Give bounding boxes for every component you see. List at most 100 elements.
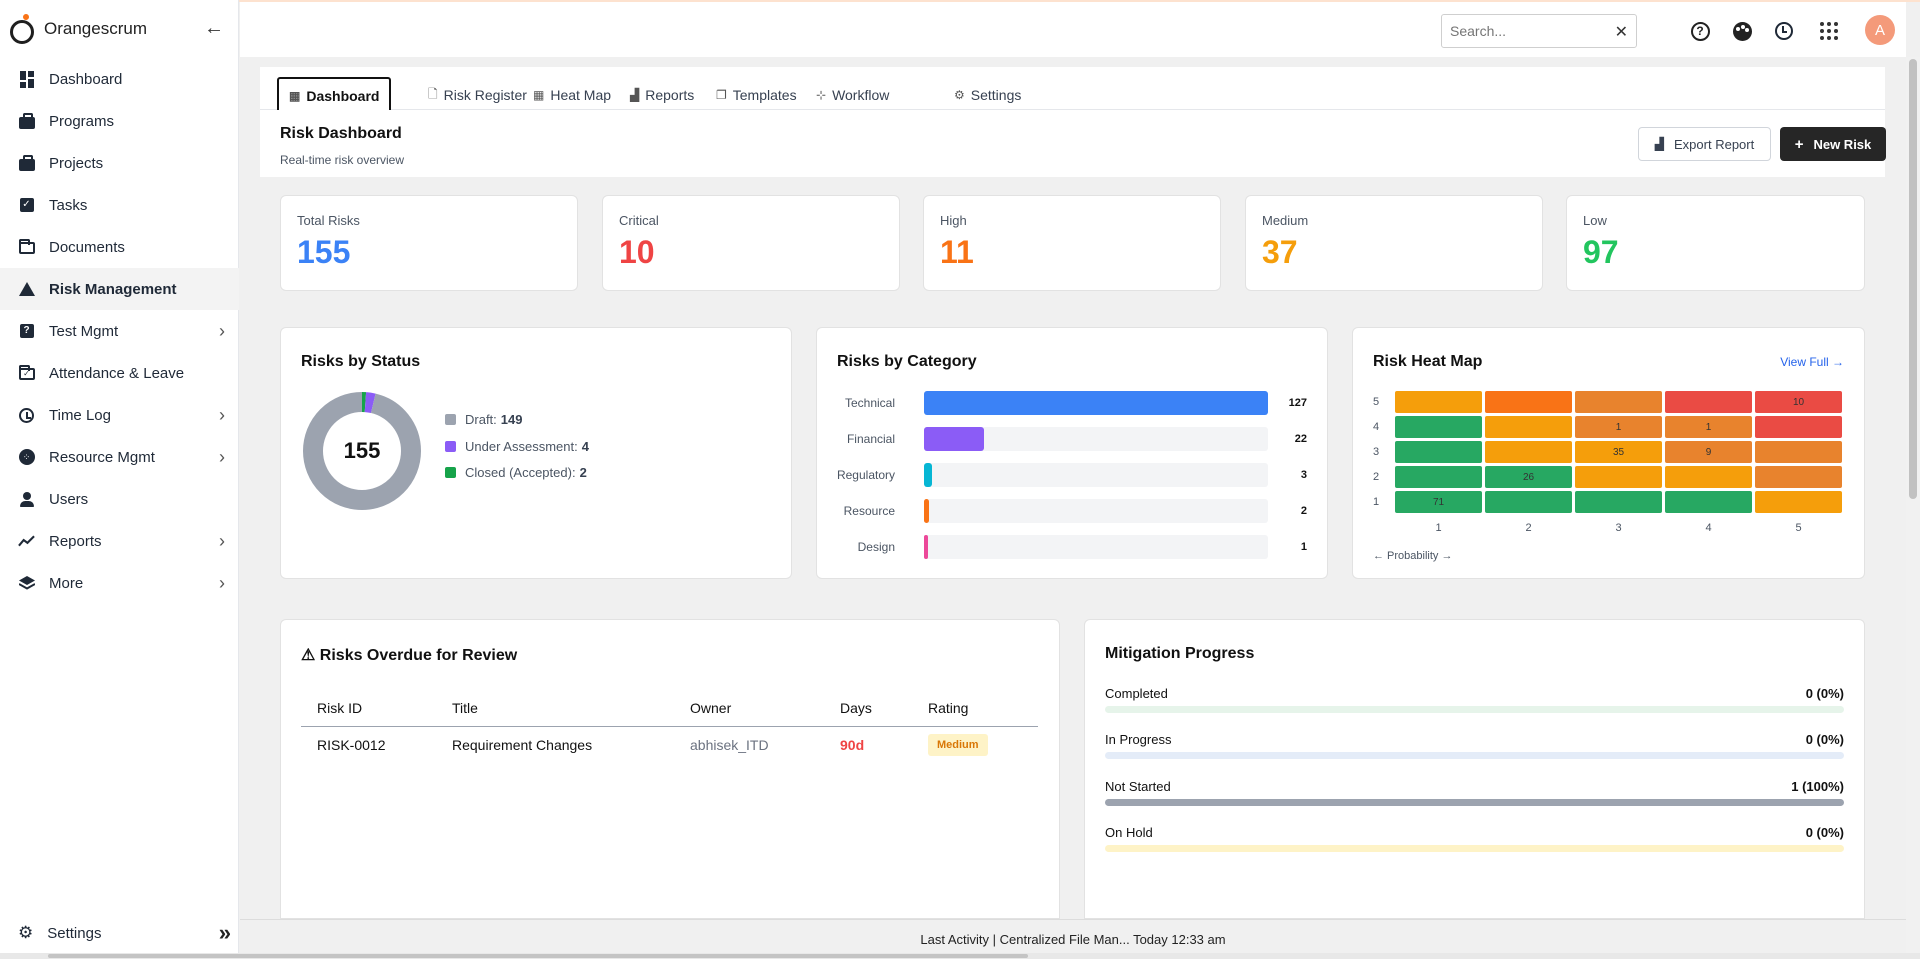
tab-reports[interactable]: ▟ Reports (620, 77, 704, 113)
new-risk-button[interactable]: + New Risk (1780, 127, 1886, 161)
heat-map-cell[interactable]: 1 (1575, 416, 1662, 438)
category-track (924, 463, 1268, 487)
sidebar-item-test-mgmt[interactable]: ? Test Mgmt › (0, 310, 239, 352)
heat-map-cell[interactable] (1755, 416, 1842, 438)
category-row: Design 1 (817, 535, 1317, 559)
heat-map-cell[interactable] (1395, 466, 1482, 488)
category-track (924, 391, 1268, 415)
sidebar-item-programs[interactable]: Programs (0, 100, 239, 142)
history-icon[interactable] (1773, 20, 1795, 42)
sidebar-item-users[interactable]: Users (0, 478, 239, 520)
stat-value: 10 (619, 234, 655, 270)
close-icon[interactable]: ✕ (1614, 24, 1628, 41)
stat-label: Low (1583, 213, 1607, 228)
sidebar-item-risk-management[interactable]: Risk Management (0, 268, 239, 310)
vertical-scrollbar[interactable] (1906, 57, 1920, 959)
view-full-link[interactable]: View Full → (1780, 355, 1844, 369)
stat-value: 97 (1583, 234, 1619, 270)
heat-map-cell[interactable] (1395, 416, 1482, 438)
sidebar-item-label: Time Log (49, 406, 111, 424)
category-row: Resource 2 (817, 499, 1317, 523)
heat-map-cell[interactable] (1665, 466, 1752, 488)
palette-icon[interactable] (1731, 20, 1753, 42)
export-report-button[interactable]: ▟ Export Report (1638, 127, 1771, 161)
avatar[interactable]: A (1865, 15, 1895, 45)
heat-map-cell[interactable] (1665, 491, 1752, 513)
heat-map-cell[interactable] (1575, 391, 1662, 413)
heat-map-row-label: 5 (1373, 396, 1380, 408)
heat-map-cell[interactable] (1485, 391, 1572, 413)
card-title: Risk Heat Map (1373, 353, 1483, 370)
donut-total: 155 (344, 438, 381, 463)
chevron-right-icon: › (219, 320, 225, 341)
heat-map-cell[interactable] (1575, 491, 1662, 513)
sidebar-item-label: Users (49, 490, 89, 508)
top-header: ✕ ? A (240, 2, 1906, 57)
collapse-sidebar-icon[interactable]: » (218, 920, 231, 945)
heat-map-cell[interactable] (1485, 441, 1572, 463)
legend-swatch (445, 467, 456, 478)
risk-days-overdue: 90d (840, 737, 865, 754)
tab-risk-register[interactable]: 🗋 Risk Register (418, 77, 537, 113)
category-value: 22 (1294, 433, 1307, 445)
sidebar-item-attendance-leave[interactable]: ✓ Attendance & Leave (0, 352, 239, 394)
heat-map-cell[interactable] (1395, 441, 1482, 463)
status-donut-chart: 155 (303, 392, 421, 510)
heat-map-cell[interactable]: 35 (1575, 441, 1662, 463)
heat-map-cell[interactable] (1575, 466, 1662, 488)
heat-map-cell[interactable]: 1 (1665, 416, 1752, 438)
column-header: Days (824, 690, 912, 727)
apps-grid-icon[interactable] (1818, 20, 1840, 42)
column-header: Owner (674, 690, 824, 727)
help-icon[interactable]: ? (1689, 20, 1711, 42)
horizontal-scrollbar[interactable] (0, 953, 1920, 959)
plus-icon: + (1794, 135, 1804, 153)
sidebar-item-tasks[interactable]: ✓ Tasks (0, 184, 239, 226)
heat-map-cell[interactable] (1755, 491, 1842, 513)
tab-label: Heat Map (550, 87, 612, 103)
briefcase-icon (18, 112, 35, 130)
card-title: Mitigation Progress (1105, 645, 1255, 662)
search-input[interactable] (1450, 23, 1600, 39)
heat-map-cell[interactable]: 9 (1665, 441, 1752, 463)
heat-map-cell[interactable]: 10 (1755, 391, 1842, 413)
sidebar-item-resource-mgmt[interactable]: ⁘ Resource Mgmt › (0, 436, 239, 478)
sidebar-item-dashboard[interactable]: Dashboard (0, 58, 239, 100)
sidebar-item-time-log[interactable]: Time Log › (0, 394, 239, 436)
heat-map-cell[interactable]: 26 (1485, 466, 1572, 488)
tab-settings[interactable]: ⚙ Settings (944, 77, 1031, 113)
heat-map-cell[interactable] (1755, 466, 1842, 488)
sidebar-item-projects[interactable]: Projects (0, 142, 239, 184)
brand: Orangescrum ← (10, 12, 230, 46)
category-row: Financial 22 (817, 427, 1317, 451)
heat-map-cell[interactable] (1755, 441, 1842, 463)
category-value: 127 (1288, 397, 1307, 409)
export-report-label: Export Report (1674, 136, 1755, 152)
card-title: Risks by Category (837, 353, 977, 370)
risk-heat-map-card: Risk Heat Map View Full → 5 10 4 1 1 3 35 9 2 26 1… (1352, 327, 1865, 579)
table-row[interactable]: RISK-0012 Requirement Changes abhisek_IT… (301, 726, 1038, 764)
arrow-left-icon[interactable]: ← (204, 17, 224, 39)
layers-icon (18, 575, 35, 592)
tab-workflow[interactable]: ⊹ Workflow (806, 77, 899, 113)
tab-heat-map[interactable]: ▦ Heat Map (523, 77, 621, 113)
category-value: 3 (1300, 469, 1307, 481)
sidebar-item-label: Resource Mgmt (49, 448, 155, 466)
heat-map-cell[interactable] (1485, 416, 1572, 438)
tab-templates[interactable]: ❐ Templates (706, 77, 807, 113)
status-badge: Medium (928, 734, 988, 757)
sidebar-item-settings[interactable]: ⚙ Settings » (0, 918, 239, 948)
tab-dashboard[interactable]: ▦ Dashboard (277, 77, 392, 114)
scrollbar-thumb[interactable] (1909, 59, 1917, 499)
scrollbar-thumb[interactable] (48, 954, 1028, 958)
category-label: Design (857, 540, 895, 554)
sidebar-item-more[interactable]: More › (0, 562, 239, 604)
sidebar-item-documents[interactable]: Documents (0, 226, 239, 268)
chevron-right-icon: › (219, 530, 225, 551)
heat-map-cell[interactable] (1395, 391, 1482, 413)
sidebar-item-reports[interactable]: Reports › (0, 520, 239, 562)
folder-icon (18, 239, 35, 256)
heat-map-cell[interactable]: 71 (1395, 491, 1482, 513)
heat-map-cell[interactable] (1485, 491, 1572, 513)
heat-map-cell[interactable] (1665, 391, 1752, 413)
